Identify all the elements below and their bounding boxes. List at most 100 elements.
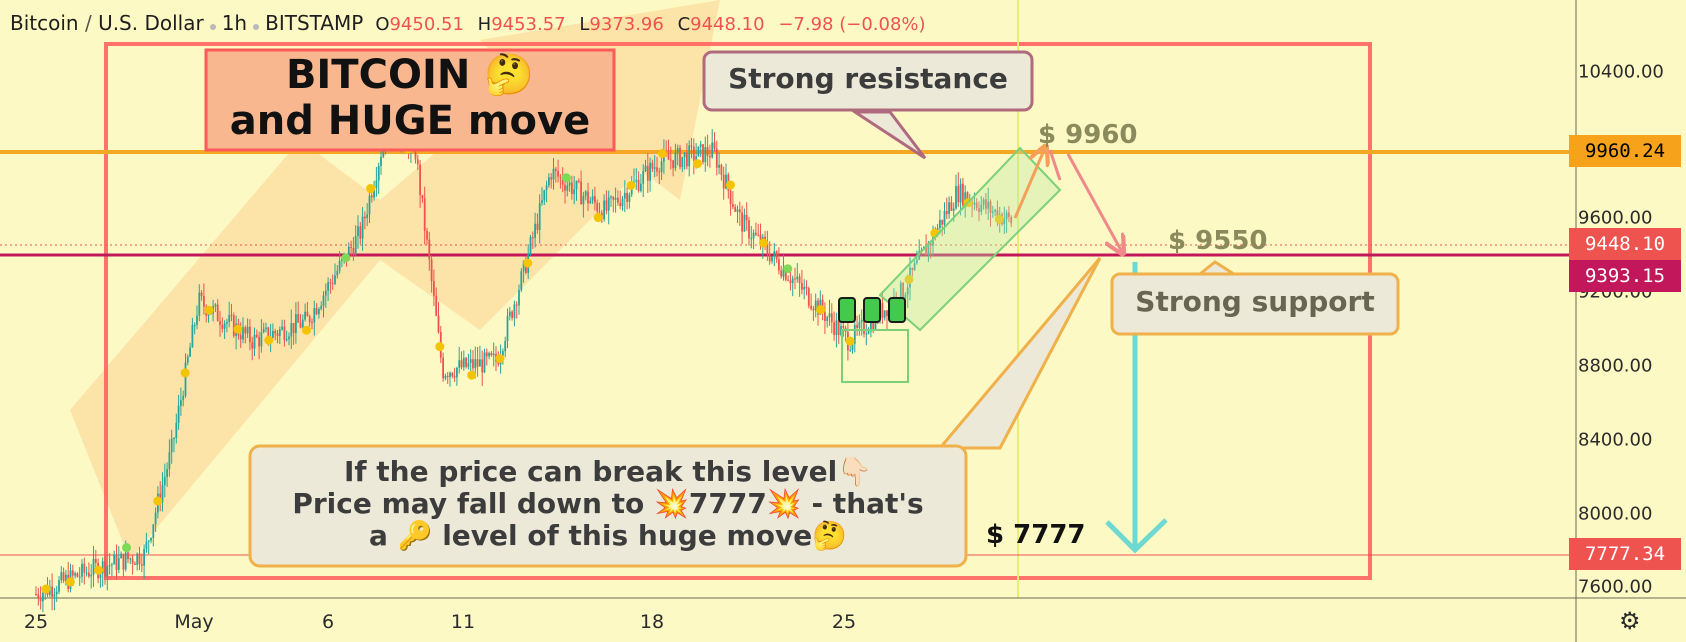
candle-body <box>318 309 320 315</box>
candle-body <box>628 194 631 202</box>
candle-body <box>796 276 799 280</box>
candle-body <box>297 314 300 323</box>
candle-body <box>690 145 693 147</box>
bottom-line-2: Price may fall down to 💥7777💥 - that's <box>292 487 924 520</box>
candle-body <box>182 395 185 400</box>
candle-body <box>451 372 454 377</box>
candle-body <box>978 208 980 212</box>
candle-body <box>189 347 191 357</box>
symbol-name[interactable]: Bitcoin <box>10 11 79 35</box>
candle-body <box>221 324 224 329</box>
candle-body <box>833 322 835 336</box>
candle-body <box>290 322 293 337</box>
candle-body <box>568 182 571 186</box>
candle-body <box>380 156 382 166</box>
candle-body <box>582 195 585 205</box>
bottom-line-3: a 🔑 level of this huge move🤔 <box>368 519 848 552</box>
price-axis-panel[interactable] <box>1576 0 1686 642</box>
candle-body <box>350 246 352 249</box>
candle-body <box>352 248 355 255</box>
candle-body <box>186 356 189 363</box>
key-level-price-badge: 7777.34 <box>1569 538 1681 570</box>
candle-body <box>147 540 150 542</box>
candle-body <box>621 198 624 207</box>
candle-body <box>559 176 562 178</box>
candle-body <box>695 156 697 161</box>
candle-body <box>554 168 557 171</box>
candle-body <box>543 190 546 201</box>
candle-body <box>76 573 79 577</box>
candle-body <box>860 319 863 322</box>
candle-body <box>715 148 718 168</box>
signal-dot <box>626 180 636 190</box>
candle-body <box>945 210 948 214</box>
settings-gear-icon[interactable]: ⚙ <box>1619 607 1641 635</box>
price-tick: 8000.00 <box>1578 503 1653 525</box>
candle-body <box>577 180 580 182</box>
signal-dot <box>264 335 274 345</box>
interval-label[interactable]: 1h <box>221 11 248 35</box>
signal-dot <box>153 496 163 506</box>
candle-body <box>83 563 86 573</box>
candle-body <box>324 290 327 296</box>
candle-body <box>465 357 467 367</box>
candle-body <box>511 311 513 319</box>
rising-channel[interactable] <box>878 146 1062 332</box>
projection-down-arrow <box>1066 153 1122 252</box>
candle-body <box>265 327 267 329</box>
candle-body <box>989 201 992 213</box>
resistance-label: Strong resistance <box>728 62 1008 95</box>
candle-body <box>85 572 88 574</box>
candle-body <box>987 201 990 209</box>
candle-body <box>78 576 81 578</box>
candle-body <box>180 399 182 406</box>
support-callout[interactable] <box>1110 272 1400 336</box>
candle-body <box>230 315 233 317</box>
candle-body <box>939 219 941 229</box>
candle-body <box>58 580 60 592</box>
candle-body <box>738 209 741 213</box>
title-box[interactable] <box>204 48 616 152</box>
candle-body <box>704 147 707 163</box>
candle-body <box>584 191 587 196</box>
candle-body <box>867 331 870 334</box>
candle-body <box>851 343 854 350</box>
candle-body <box>200 292 203 296</box>
candle-body <box>545 185 548 191</box>
candle-body <box>106 566 109 577</box>
candle-body <box>423 198 426 231</box>
candle-body <box>136 553 139 565</box>
candle-body <box>564 184 566 191</box>
candle-body <box>787 279 789 281</box>
candle-body <box>607 197 610 211</box>
bottom-callout[interactable] <box>248 444 968 568</box>
candle-body <box>826 317 829 322</box>
candle-body <box>506 316 509 341</box>
candle-body <box>964 192 967 206</box>
candle-body <box>975 202 978 209</box>
candle-body <box>824 312 826 322</box>
candle-body <box>143 548 145 566</box>
signal-dot <box>523 258 533 268</box>
candle-body <box>536 223 539 230</box>
consolidation-box[interactable] <box>841 329 909 383</box>
candle-body <box>780 270 783 277</box>
candle-body <box>249 326 251 343</box>
candle-body <box>810 305 812 309</box>
big-down-arrow-head <box>1105 518 1168 554</box>
separator-dot <box>209 24 216 30</box>
candle-body <box>651 162 654 169</box>
signal-dot <box>783 264 793 274</box>
candle-body <box>497 361 500 365</box>
candle-body <box>203 295 205 307</box>
candle-body <box>306 311 309 317</box>
candle-body <box>370 195 373 198</box>
resistance-callout[interactable] <box>702 50 1034 112</box>
separator-dot <box>253 24 260 30</box>
candle-body <box>982 199 985 205</box>
signal-dot <box>904 275 914 285</box>
candle-body <box>732 204 734 208</box>
candle-body <box>446 375 449 378</box>
